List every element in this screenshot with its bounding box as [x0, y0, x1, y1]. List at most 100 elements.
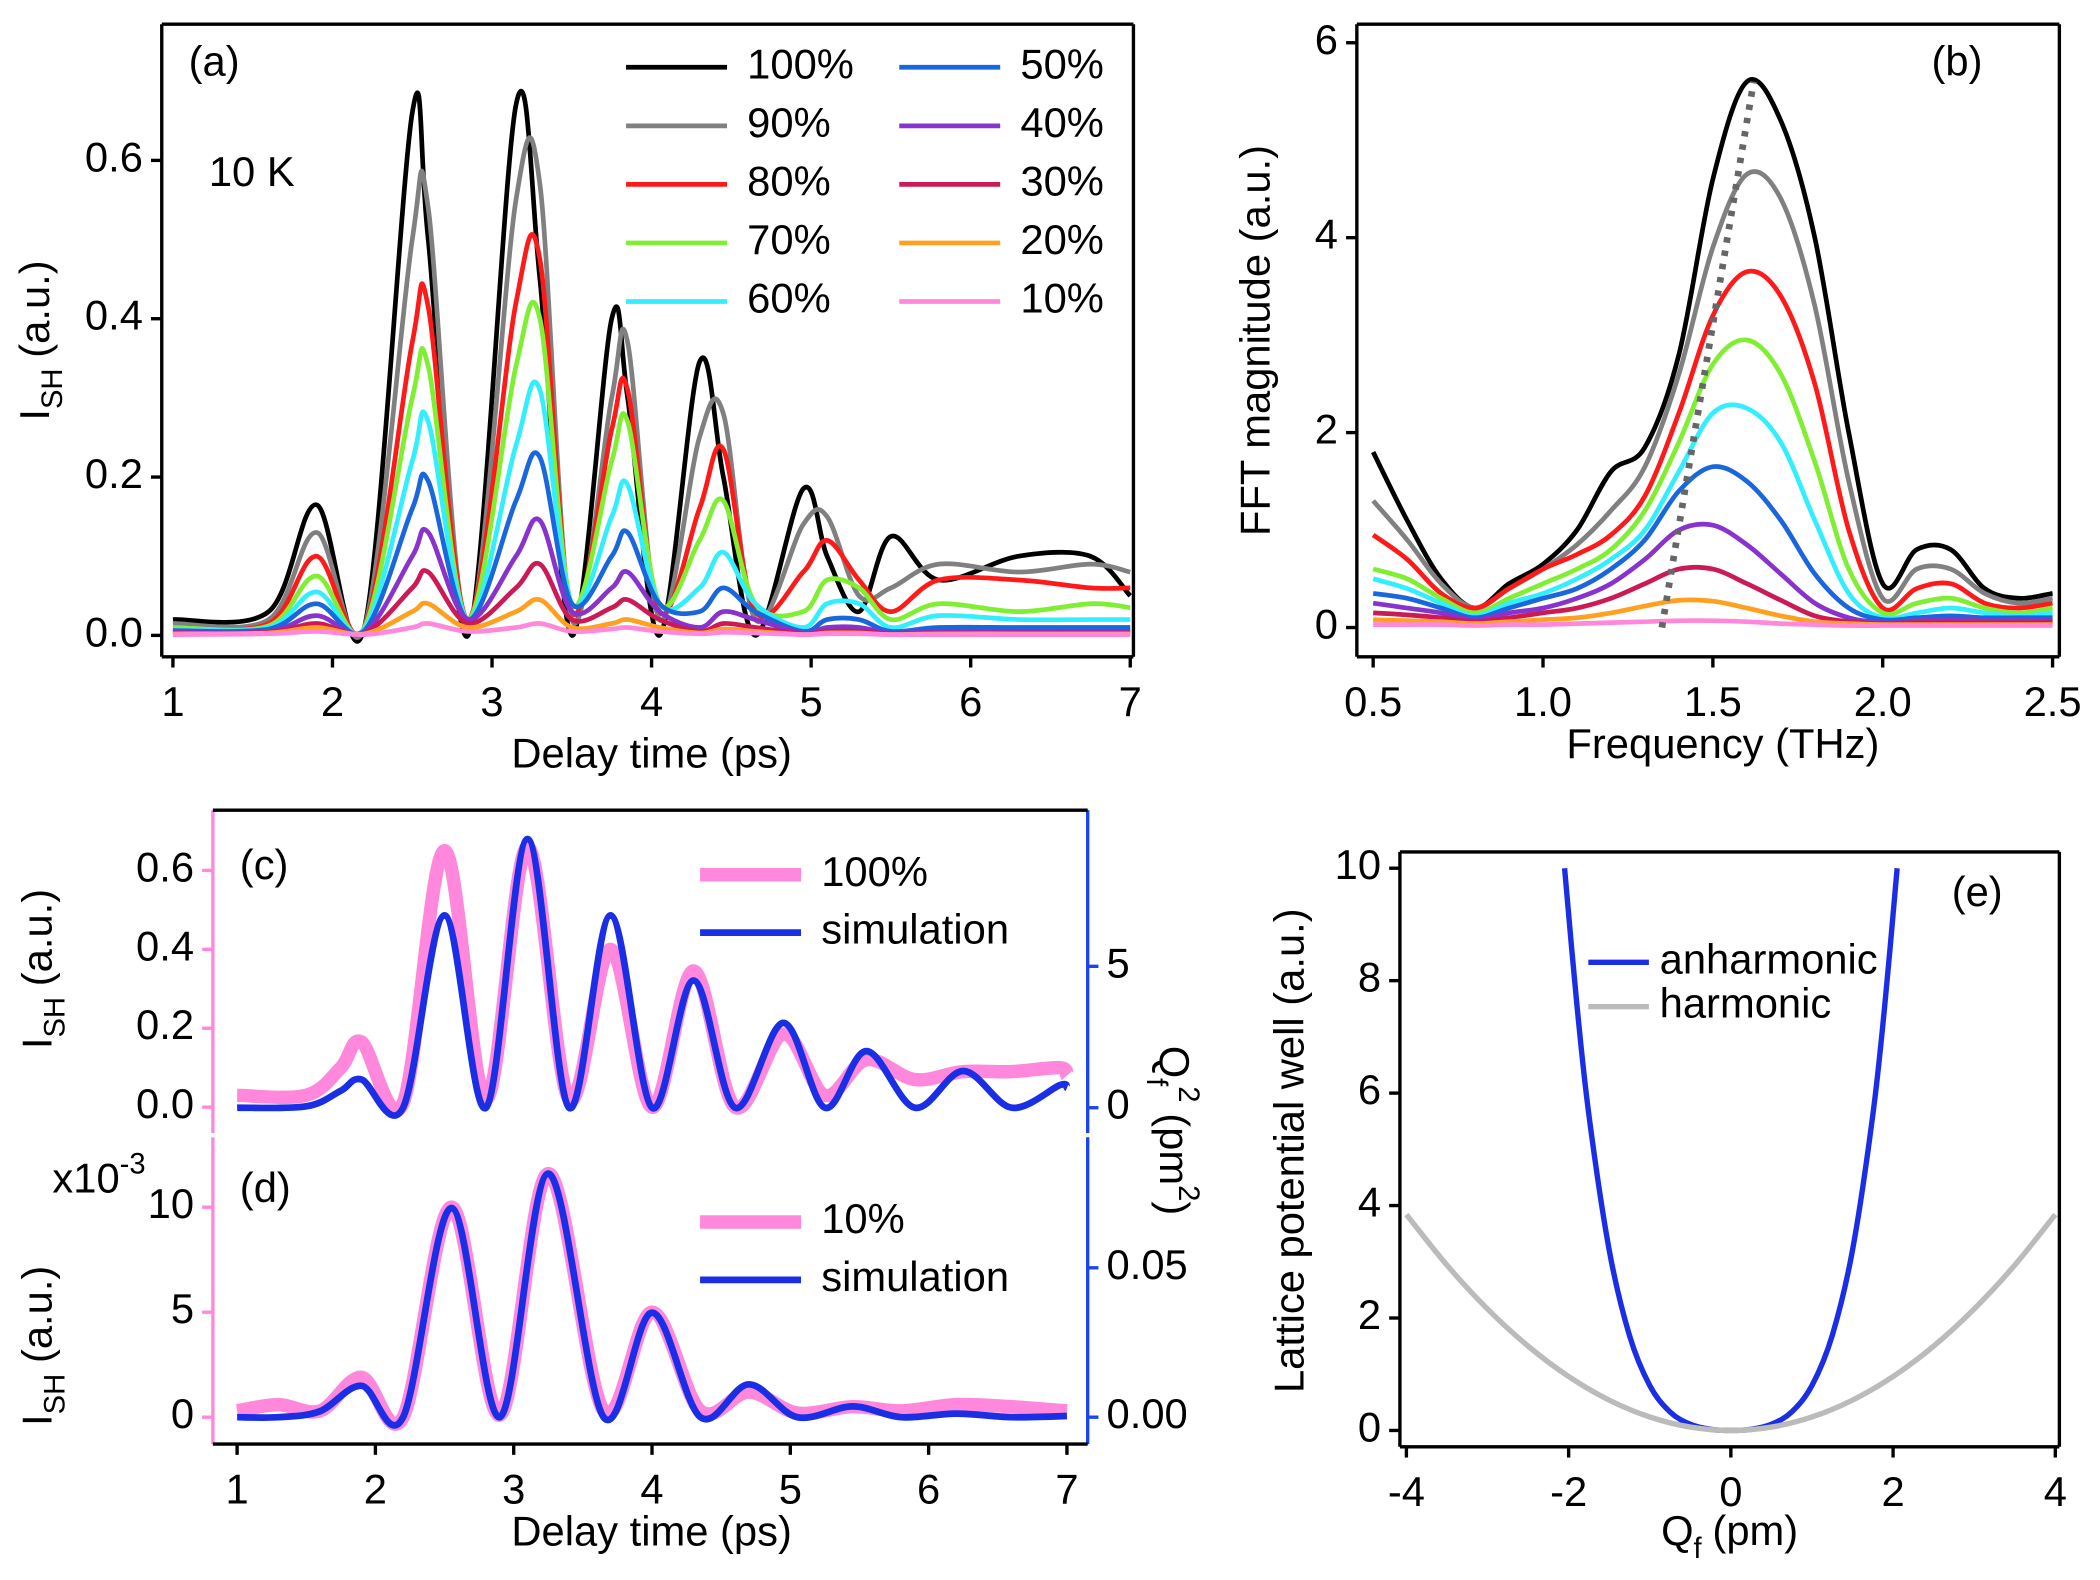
y2-axis-label: Qf2(pm2): [1140, 1046, 1204, 1216]
x-tick-label: 2.0: [1854, 678, 1912, 725]
x-tick-label: 3: [480, 678, 503, 725]
series-line: [172, 379, 1131, 637]
x-tick-label: 2: [321, 678, 344, 725]
y-axis-label: FFT magnitude (a.u.): [1232, 145, 1279, 536]
y-tick-label: 0.0: [136, 1080, 194, 1127]
y-tick-label: 0.4: [136, 922, 194, 969]
legend-label: simulation: [821, 1253, 1009, 1300]
series-line: [1372, 402, 2053, 621]
legend-label: harmonic: [1660, 980, 1832, 1027]
y-tick-label: 6: [1358, 1066, 1381, 1113]
y-tick-label: 5: [171, 1285, 194, 1332]
label-part: Q: [1151, 1046, 1198, 1078]
y-tick-label: 4: [1358, 1179, 1381, 1226]
y-tick-label: 0.0: [85, 608, 143, 655]
x-tick-label: 4: [640, 1466, 663, 1513]
series-line: [172, 621, 1131, 638]
x-axis-label: Delay time (ps): [511, 729, 792, 776]
x-tick-label: 3: [502, 1466, 525, 1513]
y-tick-label: 0.2: [136, 1001, 194, 1048]
annotation: 10 K: [209, 148, 295, 195]
legend-label: simulation: [821, 906, 1009, 953]
legend-label: anharmonic: [1660, 935, 1878, 982]
panel-label: (d): [240, 1164, 291, 1211]
label-part: f: [1694, 1533, 1703, 1565]
y-tick-label: 0.6: [136, 843, 194, 890]
series-line: [1373, 618, 2053, 629]
series-line: [1371, 77, 2053, 611]
label-part: (a.u.): [14, 1266, 61, 1363]
x-tick-label: -2: [1550, 1468, 1587, 1515]
panel-label: (b): [1932, 38, 1983, 85]
x-tick-label: 2: [1881, 1468, 1904, 1515]
x-tick-label: 4: [2044, 1468, 2067, 1515]
label-part: -3: [120, 1148, 146, 1180]
legend-label: 20%: [1020, 216, 1104, 263]
x-tick-label: 7: [1055, 1466, 1078, 1513]
series-line: [237, 1170, 1068, 1429]
label-part: I: [14, 1038, 61, 1050]
x-tick-label: 4: [640, 678, 663, 725]
series-line: [237, 835, 1071, 1119]
label-part: f: [1140, 1078, 1172, 1087]
legend-label: 40%: [1020, 99, 1104, 146]
x-axis-label: Frequency (THz): [1566, 720, 1879, 767]
legend-label: 100%: [747, 40, 854, 87]
legend-label: 90%: [747, 99, 830, 146]
x-tick-label: 6: [959, 678, 982, 725]
label-part: ): [1151, 1201, 1198, 1215]
y-tick-label: 0.4: [85, 292, 143, 339]
y-tick-label: 0.6: [85, 133, 143, 180]
series-line: [1372, 521, 2053, 626]
y-tick-label: 0: [1358, 1403, 1381, 1450]
legend-label: 30%: [1020, 157, 1104, 204]
series-line: [172, 299, 1131, 637]
x-tick-label: 1.0: [1514, 678, 1572, 725]
y-axis-label: ISH (a.u.): [14, 889, 72, 1049]
y-tick-label: 10: [1335, 841, 1381, 888]
y-axis-label: ISH (a.u.): [11, 260, 69, 420]
y-tick-label: 4: [1315, 211, 1338, 258]
x-tick-label: -4: [1388, 1468, 1425, 1515]
label-part: SH: [39, 997, 71, 1038]
series-line: [172, 88, 1133, 644]
label-part: SH: [37, 368, 69, 409]
series-line: [1404, 1212, 2058, 1434]
x-axis-label: Qf (pm): [1661, 1507, 1798, 1565]
y-tick-label: 8: [1358, 954, 1381, 1001]
x-tick-label: 1.5: [1684, 678, 1742, 725]
guide-line: [1658, 81, 1757, 629]
x-tick-label: 1: [225, 1466, 248, 1513]
label-part: Q: [1661, 1507, 1693, 1554]
label-part: (a.u.): [11, 260, 58, 357]
y-tick-label: 0.2: [85, 450, 143, 497]
label-part: (pm: [1151, 1113, 1198, 1185]
label-part: (a.u.): [14, 889, 61, 986]
y-tick-label: 10: [148, 1180, 194, 1227]
y2-tick-label: 0: [1107, 1081, 1130, 1128]
x-tick-label: 7: [1119, 678, 1142, 725]
x-tick-label: 2: [364, 1466, 387, 1513]
legend-label: 80%: [747, 157, 830, 204]
y2-tick-label: 5: [1107, 939, 1130, 986]
y2-tick-label: 0.00: [1107, 1390, 1188, 1437]
legend-label: 50%: [1020, 40, 1104, 87]
y2-tick-label: 0.05: [1107, 1241, 1188, 1288]
legend-label: 60%: [747, 274, 830, 321]
panel-label: (c): [240, 841, 289, 888]
x-tick-label: 5: [800, 678, 823, 725]
y-axis-label: ISH (a.u.): [14, 1266, 72, 1426]
y-tick-label: 2: [1315, 406, 1338, 453]
x-tick-label: 0: [1719, 1468, 1742, 1515]
series-line: [236, 839, 1074, 1117]
panel-label: (e): [1952, 868, 2003, 915]
series-line: [172, 232, 1131, 638]
label-part: x10: [52, 1155, 119, 1202]
y-tick-label: 0: [1315, 601, 1338, 648]
label-part: I: [11, 409, 58, 421]
label-part: (pm): [1712, 1507, 1798, 1554]
x-axis-label: Delay time (ps): [511, 1507, 792, 1554]
label-part: 2: [1172, 1086, 1204, 1102]
